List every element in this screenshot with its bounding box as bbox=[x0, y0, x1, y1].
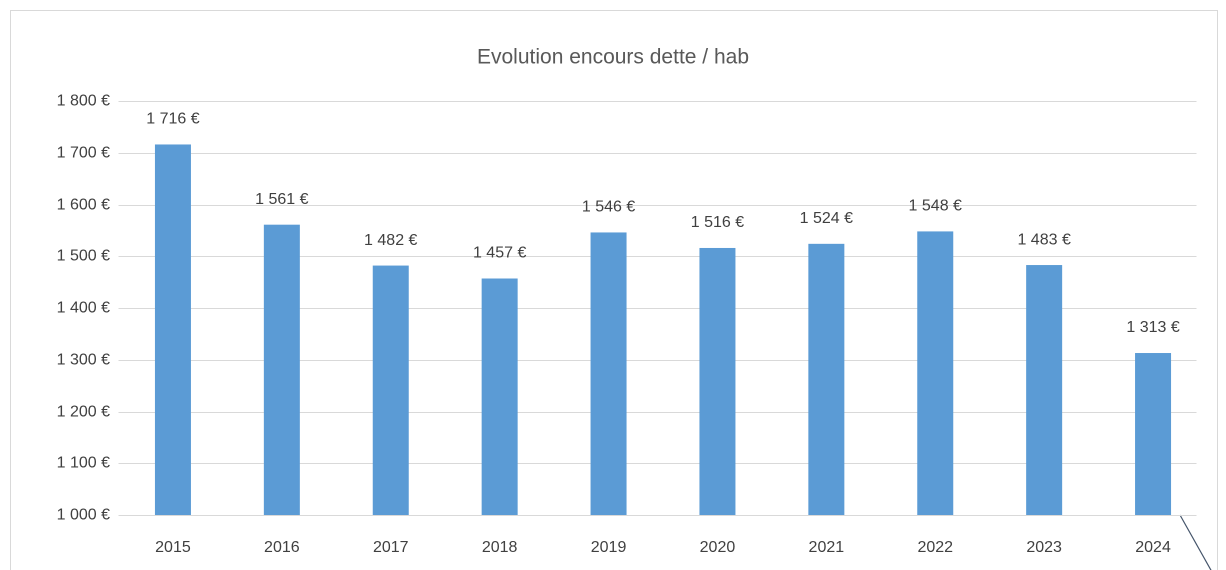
y-tick-label: 1 200 € bbox=[57, 404, 110, 421]
x-tick-label: 2020 bbox=[700, 539, 736, 556]
bar bbox=[481, 278, 518, 515]
x-tick-label: 2016 bbox=[264, 539, 300, 556]
chart-title: Evolution encours dette / hab bbox=[477, 46, 749, 69]
data-label: 1 483 € bbox=[1017, 231, 1070, 248]
data-label: 1 524 € bbox=[800, 210, 853, 227]
y-tick-label: 1 500 € bbox=[57, 248, 110, 265]
data-label: 1 546 € bbox=[582, 199, 635, 216]
bar bbox=[263, 224, 300, 515]
bar bbox=[699, 247, 736, 515]
data-label: 1 716 € bbox=[146, 111, 199, 128]
y-tick-label: 1 000 € bbox=[57, 507, 110, 524]
bar bbox=[808, 243, 845, 515]
bar bbox=[1135, 353, 1172, 515]
y-tick-label: 1 100 € bbox=[57, 455, 110, 472]
data-label: 1 457 € bbox=[473, 245, 526, 262]
data-label: 1 561 € bbox=[255, 191, 308, 208]
connector-line bbox=[1179, 514, 1212, 570]
data-label: 1 516 € bbox=[691, 214, 744, 231]
x-tick-label: 2021 bbox=[809, 539, 845, 556]
x-tick-label: 2018 bbox=[482, 539, 518, 556]
x-tick-label: 2017 bbox=[373, 539, 409, 556]
x-tick-label: 2019 bbox=[591, 539, 627, 556]
data-label: 1 482 € bbox=[364, 232, 417, 249]
y-tick-label: 1 800 € bbox=[57, 93, 110, 110]
x-tick-label: 2024 bbox=[1135, 539, 1171, 556]
bar bbox=[1026, 265, 1063, 515]
data-label: 1 313 € bbox=[1126, 319, 1179, 336]
bar bbox=[590, 232, 627, 515]
y-tick-label: 1 700 € bbox=[57, 145, 110, 162]
bar bbox=[372, 265, 409, 515]
y-tick-label: 1 600 € bbox=[57, 197, 110, 214]
x-tick-label: 2023 bbox=[1026, 539, 1062, 556]
x-tick-label: 2022 bbox=[917, 539, 953, 556]
y-tick-label: 1 400 € bbox=[57, 300, 110, 317]
data-label: 1 548 € bbox=[909, 198, 962, 215]
bar bbox=[154, 144, 191, 515]
y-tick-label: 1 300 € bbox=[57, 352, 110, 369]
x-tick-label: 2015 bbox=[155, 539, 191, 556]
bar bbox=[917, 231, 954, 515]
